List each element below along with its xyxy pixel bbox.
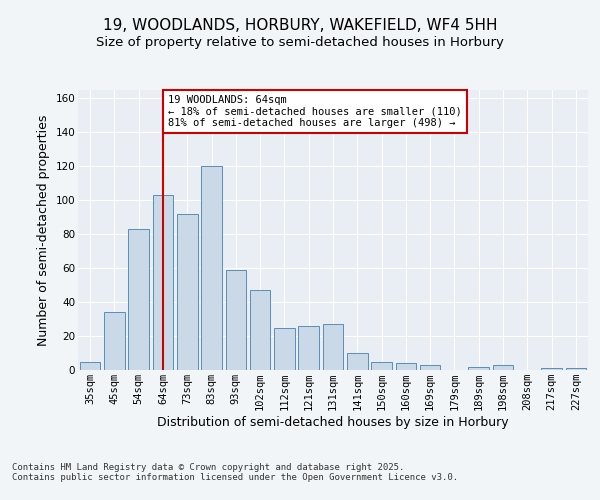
Bar xyxy=(395,363,416,370)
Bar xyxy=(493,365,514,370)
Y-axis label: Number of semi-detached properties: Number of semi-detached properties xyxy=(37,114,50,346)
Bar xyxy=(347,353,368,370)
Text: 19, WOODLANDS, HORBURY, WAKEFIELD, WF4 5HH: 19, WOODLANDS, HORBURY, WAKEFIELD, WF4 5… xyxy=(103,18,497,32)
Bar xyxy=(420,365,440,370)
Text: Contains HM Land Registry data © Crown copyright and database right 2025.
Contai: Contains HM Land Registry data © Crown c… xyxy=(12,462,458,482)
Bar xyxy=(566,368,586,370)
Bar xyxy=(226,270,246,370)
Bar xyxy=(80,362,100,370)
Bar xyxy=(274,328,295,370)
Bar xyxy=(298,326,319,370)
Text: Size of property relative to semi-detached houses in Horbury: Size of property relative to semi-detach… xyxy=(96,36,504,49)
Bar xyxy=(128,229,149,370)
Bar xyxy=(201,166,222,370)
Bar xyxy=(250,290,271,370)
Bar xyxy=(541,368,562,370)
Text: Distribution of semi-detached houses by size in Horbury: Distribution of semi-detached houses by … xyxy=(157,416,509,429)
Bar xyxy=(177,214,197,370)
Bar xyxy=(371,362,392,370)
Bar xyxy=(152,195,173,370)
Bar xyxy=(469,366,489,370)
Text: 19 WOODLANDS: 64sqm
← 18% of semi-detached houses are smaller (110)
81% of semi-: 19 WOODLANDS: 64sqm ← 18% of semi-detach… xyxy=(168,95,461,128)
Bar xyxy=(323,324,343,370)
Bar xyxy=(104,312,125,370)
